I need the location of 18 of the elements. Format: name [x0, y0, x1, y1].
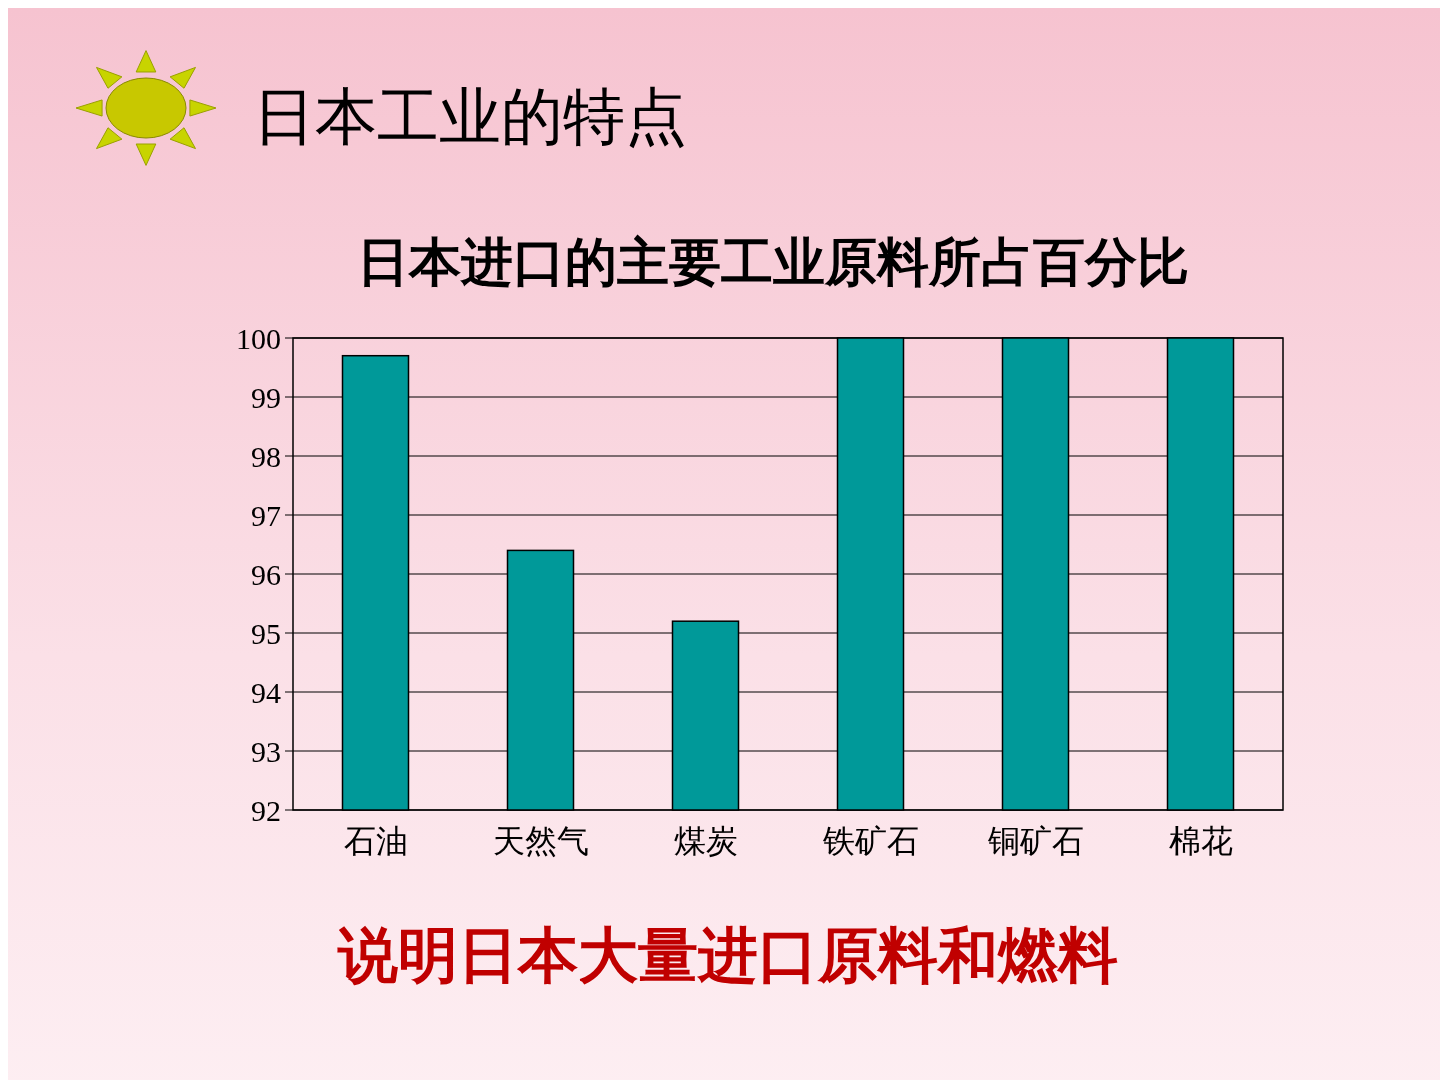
y-tick-label: 92 [251, 793, 281, 827]
y-tick-label: 99 [251, 380, 281, 414]
y-tick-label: 94 [251, 675, 281, 709]
x-tick-label: 煤炭 [673, 822, 738, 860]
x-tick-label: 铁矿石 [821, 822, 919, 860]
x-tick-label: 铜矿石 [986, 822, 1084, 860]
x-tick-label: 天然气 [492, 822, 589, 860]
x-tick-label: 石油 [343, 822, 408, 860]
y-tick-label: 98 [251, 439, 281, 473]
chart-title: 日本工业的特点 [253, 80, 687, 153]
text: 说明日本大量进口原料和燃料 [337, 920, 1118, 990]
y-tick-label: 96 [251, 557, 281, 591]
y-tick-label: 93 [251, 734, 281, 768]
y-tick-label: 95 [251, 616, 281, 650]
x-tick-label: 棉花 [1168, 822, 1233, 860]
y-tick-label: 97 [251, 498, 281, 532]
y-tick-label: 100 [236, 321, 281, 355]
chart-subtitle: 日本进口的主要工业原料所占百分比 [357, 232, 1189, 292]
